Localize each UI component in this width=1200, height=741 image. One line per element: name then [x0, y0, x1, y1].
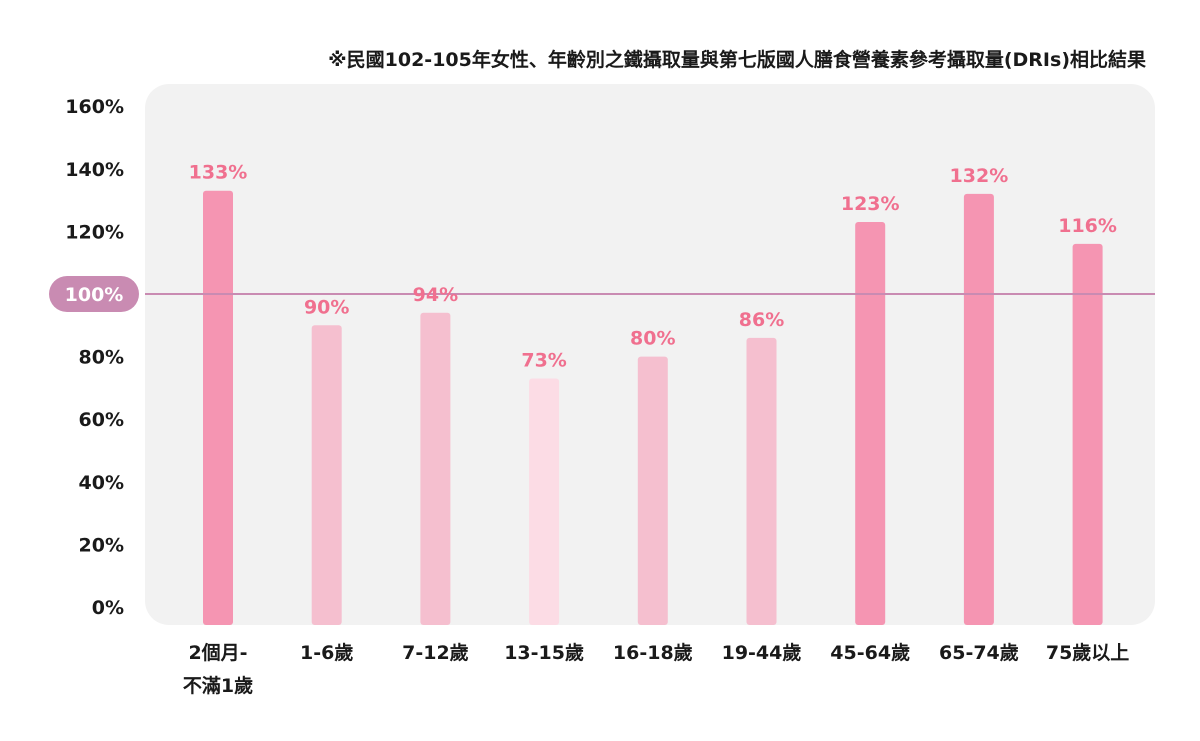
y-tick-label: 100%	[65, 284, 124, 306]
bar	[637, 356, 668, 625]
x-tick-label: 1-6歲	[300, 641, 353, 664]
x-tick-label: 19-44歲	[722, 641, 802, 664]
data-label: 133%	[189, 162, 248, 184]
bar	[963, 193, 994, 625]
y-tick-label: 160%	[65, 96, 124, 118]
bar	[529, 378, 560, 625]
x-tick-label: 65-74歲	[939, 641, 1019, 664]
y-tick-label: 0%	[92, 597, 124, 619]
y-axis: 0% 20% 40% 60% 80% 100% 120% 140% 160%	[49, 96, 139, 619]
bar	[311, 325, 342, 625]
bars	[203, 190, 1103, 626]
data-label: 90%	[304, 296, 349, 318]
bar	[746, 337, 777, 625]
data-label: 73%	[521, 350, 566, 372]
x-tick-label: 13-15歲	[504, 641, 584, 664]
y-tick-label: 40%	[79, 472, 124, 494]
x-tick-label: 7-12歲	[402, 641, 469, 664]
x-tick-label: 16-18歲	[613, 641, 693, 664]
y-tick-label: 120%	[65, 221, 124, 243]
data-label: 123%	[841, 193, 900, 215]
x-axis: 2個月- 不滿1歲 1-6歲 7-12歲 13-15歲 16-18歲 19-44歲 45-64…	[183, 641, 1129, 697]
data-label: 80%	[630, 328, 675, 350]
reference-label-pill	[49, 276, 139, 312]
bar	[1072, 243, 1103, 626]
x-tick-label: 75歲以上	[1046, 641, 1129, 664]
data-label: 86%	[739, 309, 784, 331]
data-label: 94%	[413, 284, 458, 306]
data-label: 132%	[950, 165, 1009, 187]
y-tick-label: 80%	[79, 347, 124, 369]
x-tick-label: 不滿1歲	[183, 674, 253, 697]
plot-background	[145, 84, 1155, 625]
data-label: 116%	[1058, 215, 1117, 237]
bar	[203, 190, 233, 625]
y-tick-label: 140%	[65, 159, 124, 181]
y-tick-label: 20%	[79, 534, 124, 556]
bar	[420, 312, 451, 625]
bar	[855, 222, 886, 625]
data-labels: 133% 90% 94% 73% 80% 86% 123% 132% 116%	[189, 162, 1117, 372]
y-tick-label: 60%	[79, 409, 124, 431]
chart-title: ※民國102-105年女性、年齡別之鐵攝取量與第七版國人膳食營養素參考攝取量(D…	[328, 48, 1146, 71]
x-tick-label: 2個月-	[188, 642, 247, 664]
x-tick-label: 45-64歲	[830, 641, 910, 664]
